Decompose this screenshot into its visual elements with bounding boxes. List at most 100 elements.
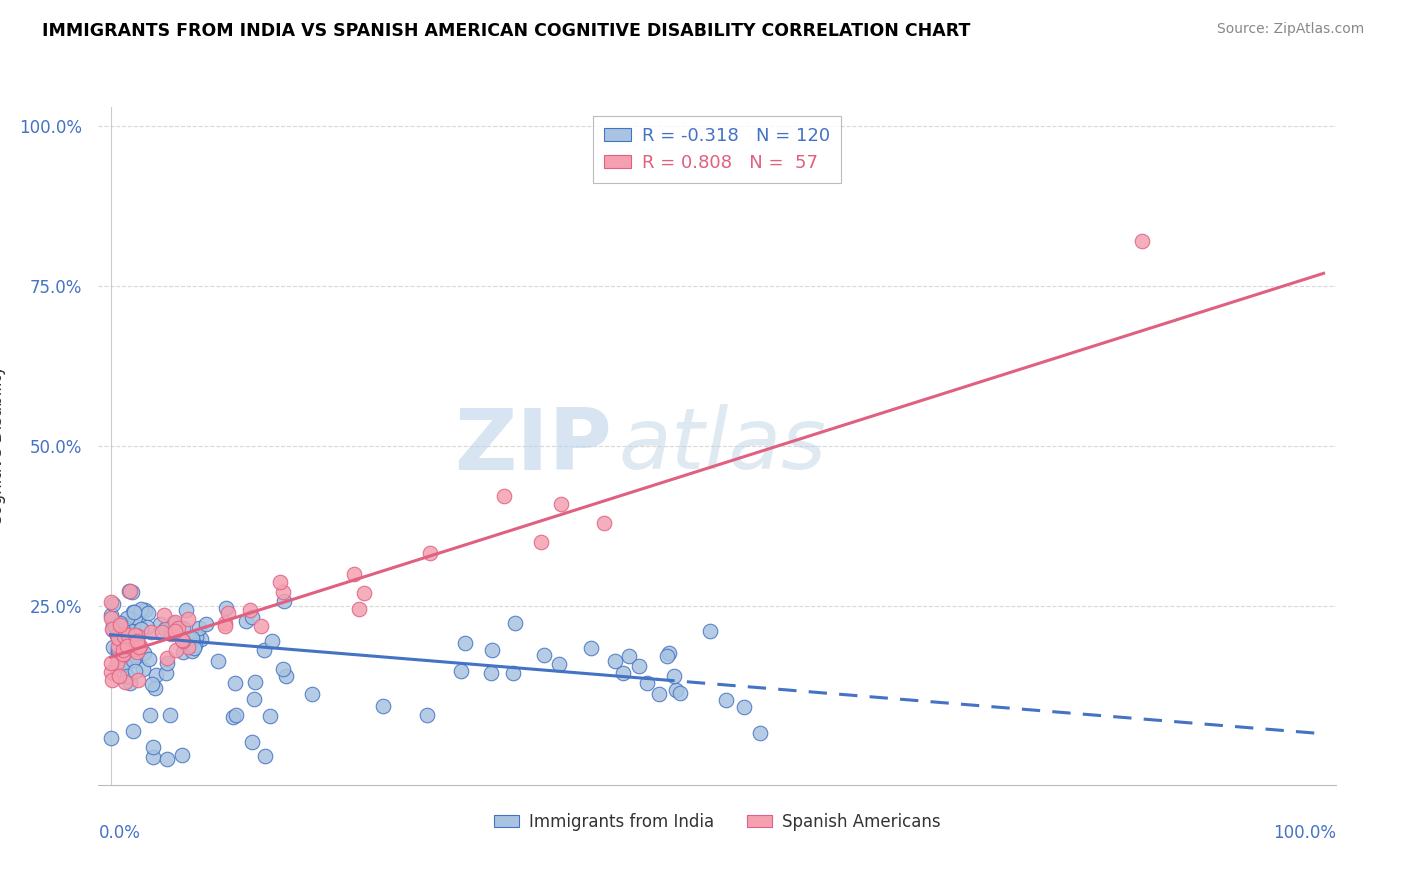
Point <box>253 748 276 763</box>
Point <box>172 644 194 658</box>
Point <box>530 535 553 549</box>
Point <box>184 638 207 652</box>
Point <box>636 676 658 690</box>
Legend: Immigrants from India, Spanish Americans: Immigrants from India, Spanish Americans <box>486 806 948 838</box>
Point <box>112 657 135 672</box>
Text: 0.0%: 0.0% <box>98 824 141 842</box>
Point <box>111 643 134 657</box>
Point <box>117 616 139 631</box>
Point <box>127 614 149 628</box>
Point <box>593 516 616 531</box>
Point <box>664 669 686 683</box>
Point <box>239 603 262 617</box>
Point <box>132 646 155 660</box>
Point <box>273 594 295 608</box>
Point <box>450 665 472 679</box>
Point <box>343 567 366 582</box>
Point <box>105 656 128 670</box>
Point <box>107 631 129 645</box>
Point <box>117 611 139 625</box>
Point <box>110 628 132 642</box>
Point <box>115 634 138 648</box>
Point <box>120 676 142 690</box>
Point <box>669 685 692 699</box>
Point <box>548 657 571 671</box>
Point <box>187 621 209 635</box>
Point <box>225 707 247 722</box>
Point <box>124 609 146 624</box>
Point <box>533 648 555 662</box>
Point <box>655 649 678 664</box>
Point <box>104 619 127 633</box>
Point <box>138 707 160 722</box>
Point <box>658 646 681 660</box>
Text: ZIP: ZIP <box>454 404 612 488</box>
Point <box>215 600 238 615</box>
Point <box>143 681 166 696</box>
Point <box>214 615 236 630</box>
Point <box>156 752 179 766</box>
Point <box>105 628 128 642</box>
Point <box>240 610 263 624</box>
Y-axis label: Cognitive Disability: Cognitive Disability <box>0 366 6 526</box>
Point <box>118 584 141 599</box>
Point <box>163 615 186 629</box>
Point <box>107 639 129 653</box>
Text: IMMIGRANTS FROM INDIA VS SPANISH AMERICAN COGNITIVE DISABILITY CORRELATION CHART: IMMIGRANTS FROM INDIA VS SPANISH AMERICA… <box>42 22 970 40</box>
Point <box>454 636 477 650</box>
Point <box>103 597 125 611</box>
Point <box>108 617 131 632</box>
Point <box>101 640 124 654</box>
Point <box>117 628 139 642</box>
Point <box>165 643 187 657</box>
Point <box>124 641 146 656</box>
Point <box>114 674 136 689</box>
Point <box>240 734 263 748</box>
Point <box>129 623 152 637</box>
Point <box>107 641 129 656</box>
Point <box>172 634 194 648</box>
Point <box>132 662 155 676</box>
Point <box>749 726 772 740</box>
Point <box>156 657 179 671</box>
Point <box>114 627 136 641</box>
Point <box>112 647 135 661</box>
Point <box>235 614 257 628</box>
Point <box>347 602 370 616</box>
Point <box>222 710 245 724</box>
Point <box>619 649 641 664</box>
Point <box>172 747 194 762</box>
Point <box>371 698 394 713</box>
Point <box>150 624 173 639</box>
Point <box>181 632 204 646</box>
Point <box>664 683 686 698</box>
Text: 100.0%: 100.0% <box>1272 824 1336 842</box>
Point <box>207 654 229 668</box>
Point <box>194 616 217 631</box>
Point <box>243 692 266 706</box>
Point <box>159 708 181 723</box>
Point <box>502 665 524 680</box>
Point <box>139 624 162 639</box>
Point <box>603 654 626 668</box>
Point <box>100 656 122 670</box>
Point <box>101 623 124 637</box>
Point <box>612 665 634 680</box>
Point <box>135 620 157 634</box>
Point <box>353 586 375 600</box>
Point <box>190 632 212 646</box>
Point <box>249 619 271 633</box>
Point <box>224 676 246 690</box>
Point <box>416 708 439 723</box>
Point <box>108 636 131 650</box>
Point <box>129 639 152 653</box>
Point <box>156 650 179 665</box>
Point <box>115 669 138 683</box>
Point <box>186 630 208 644</box>
Point <box>699 624 721 638</box>
Point <box>101 673 124 687</box>
Point <box>112 629 135 643</box>
Point <box>114 642 136 657</box>
Point <box>419 545 441 559</box>
Point <box>177 640 200 654</box>
